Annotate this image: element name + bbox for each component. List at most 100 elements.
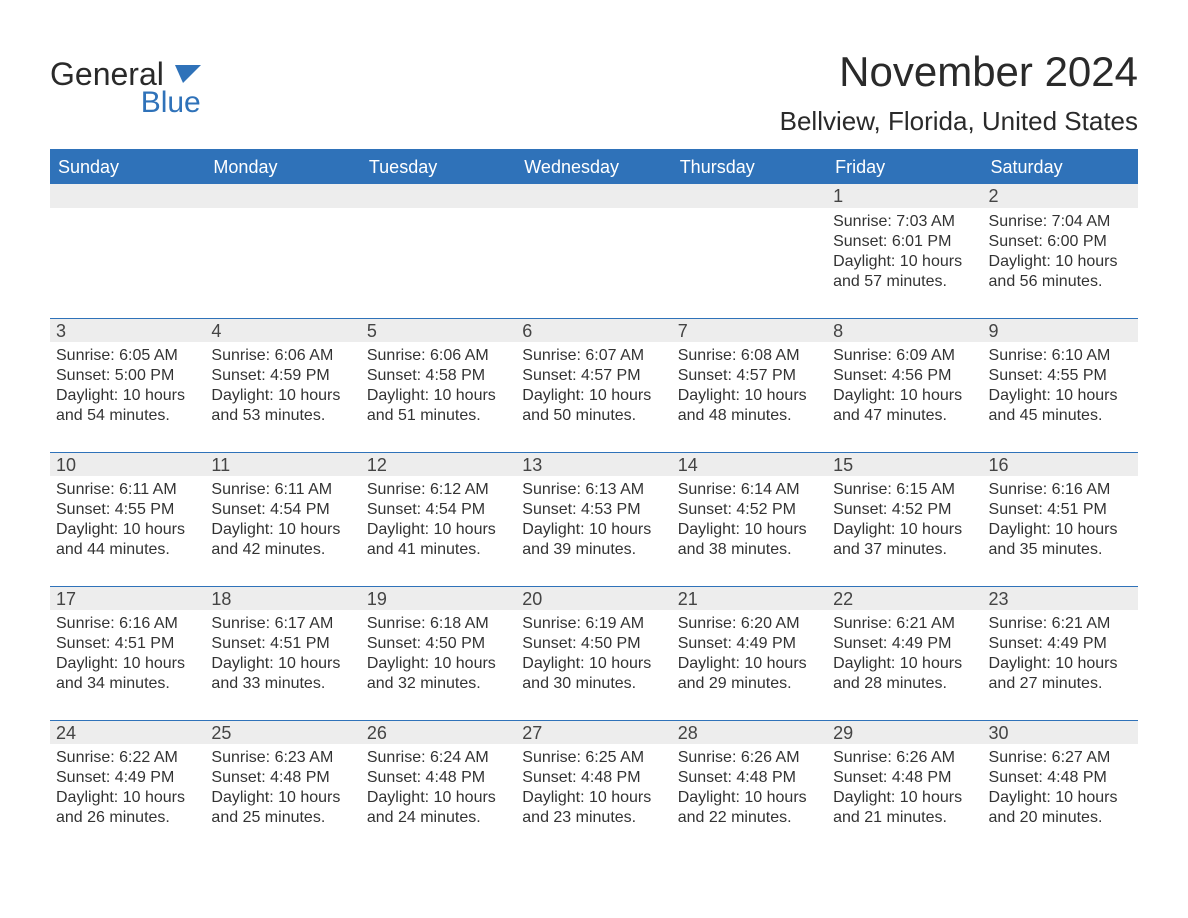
sunset-text: Sunset: 4:57 PM — [678, 366, 821, 386]
sunrise-text: Sunrise: 6:12 AM — [367, 480, 510, 500]
flag-icon — [175, 65, 201, 85]
daylight-text: Daylight: 10 hours and 30 minutes. — [522, 654, 665, 694]
day-number — [205, 184, 360, 208]
weekday-header: Monday — [205, 150, 360, 184]
calendar-cell: 17Sunrise: 6:16 AMSunset: 4:51 PMDayligh… — [50, 586, 205, 720]
daylight-text: Daylight: 10 hours and 24 minutes. — [367, 788, 510, 828]
sunrise-text: Sunrise: 6:23 AM — [211, 748, 354, 768]
calendar-cell: 18Sunrise: 6:17 AMSunset: 4:51 PMDayligh… — [205, 586, 360, 720]
day-number — [50, 184, 205, 208]
day-body — [672, 208, 827, 218]
sunset-text: Sunset: 4:56 PM — [833, 366, 976, 386]
sunrise-text: Sunrise: 6:22 AM — [56, 748, 199, 768]
sunrise-text: Sunrise: 6:06 AM — [367, 346, 510, 366]
sunrise-text: Sunrise: 7:03 AM — [833, 212, 976, 232]
calendar-cell: 10Sunrise: 6:11 AMSunset: 4:55 PMDayligh… — [50, 452, 205, 586]
day-body — [205, 208, 360, 218]
sunrise-text: Sunrise: 6:26 AM — [833, 748, 976, 768]
day-number: 21 — [672, 586, 827, 610]
calendar-cell: 3 Sunrise: 6:05 AMSunset: 5:00 PMDaylight… — [50, 318, 205, 452]
daylight-text: Daylight: 10 hours and 51 minutes. — [367, 386, 510, 426]
calendar-cell: 22Sunrise: 6:21 AMSunset: 4:49 PMDayligh… — [827, 586, 982, 720]
day-number: 1 — [827, 184, 982, 208]
day-body: Sunrise: 6:19 AMSunset: 4:50 PMDaylight:… — [516, 610, 671, 700]
day-number: 11 — [205, 452, 360, 476]
day-number: 3 — [50, 318, 205, 342]
day-number: 14 — [672, 452, 827, 476]
sunset-text: Sunset: 4:48 PM — [989, 768, 1132, 788]
logo: General Blue — [50, 48, 201, 118]
calendar-cell: 30Sunrise: 6:27 AMSunset: 4:48 PMDayligh… — [983, 720, 1138, 854]
sunrise-text: Sunrise: 6:08 AM — [678, 346, 821, 366]
weekday-header: Tuesday — [361, 150, 516, 184]
day-body: Sunrise: 7:03 AMSunset: 6:01 PMDaylight:… — [827, 208, 982, 298]
sunset-text: Sunset: 4:51 PM — [989, 500, 1132, 520]
sunrise-text: Sunrise: 6:16 AM — [989, 480, 1132, 500]
sunset-text: Sunset: 4:53 PM — [522, 500, 665, 520]
sunset-text: Sunset: 4:55 PM — [989, 366, 1132, 386]
day-number: 20 — [516, 586, 671, 610]
sunset-text: Sunset: 4:52 PM — [833, 500, 976, 520]
calendar-cell: 20Sunrise: 6:19 AMSunset: 4:50 PMDayligh… — [516, 586, 671, 720]
calendar-cell-empty — [361, 184, 516, 318]
day-body: Sunrise: 6:14 AMSunset: 4:52 PMDaylight:… — [672, 476, 827, 566]
sunrise-text: Sunrise: 6:18 AM — [367, 614, 510, 634]
day-body: Sunrise: 6:18 AMSunset: 4:50 PMDaylight:… — [361, 610, 516, 700]
sunset-text: Sunset: 4:50 PM — [522, 634, 665, 654]
day-body: Sunrise: 6:11 AMSunset: 4:54 PMDaylight:… — [205, 476, 360, 566]
calendar-cell: 24Sunrise: 6:22 AMSunset: 4:49 PMDayligh… — [50, 720, 205, 854]
day-number — [672, 184, 827, 208]
day-number: 30 — [983, 720, 1138, 744]
sunrise-text: Sunrise: 6:09 AM — [833, 346, 976, 366]
titles: November 2024 Bellview, Florida, United … — [780, 48, 1138, 137]
sunset-text: Sunset: 5:00 PM — [56, 366, 199, 386]
day-number: 29 — [827, 720, 982, 744]
sunset-text: Sunset: 4:54 PM — [367, 500, 510, 520]
sunrise-text: Sunrise: 6:13 AM — [522, 480, 665, 500]
day-number: 8 — [827, 318, 982, 342]
day-number: 17 — [50, 586, 205, 610]
calendar-cell: 6Sunrise: 6:07 AMSunset: 4:57 PMDaylight… — [516, 318, 671, 452]
daylight-text: Daylight: 10 hours and 33 minutes. — [211, 654, 354, 694]
daylight-text: Daylight: 10 hours and 38 minutes. — [678, 520, 821, 560]
calendar-cell: 7Sunrise: 6:08 AMSunset: 4:57 PMDaylight… — [672, 318, 827, 452]
page-title: November 2024 — [780, 48, 1138, 96]
day-number: 15 — [827, 452, 982, 476]
weekday-header: Friday — [827, 150, 982, 184]
calendar-cell-empty — [672, 184, 827, 318]
day-body: Sunrise: 6:17 AMSunset: 4:51 PMDaylight:… — [205, 610, 360, 700]
logo-text: General Blue — [50, 58, 201, 118]
sunset-text: Sunset: 4:50 PM — [367, 634, 510, 654]
calendar-cell: 5Sunrise: 6:06 AMSunset: 4:58 PMDaylight… — [361, 318, 516, 452]
calendar-cell: 21 Sunrise: 6:20 AMSunset: 4:49 PMDayligh… — [672, 586, 827, 720]
sunset-text: Sunset: 4:49 PM — [678, 634, 821, 654]
sunrise-text: Sunrise: 6:07 AM — [522, 346, 665, 366]
calendar-cell: 19Sunrise: 6:18 AMSunset: 4:50 PMDayligh… — [361, 586, 516, 720]
day-number: 16 — [983, 452, 1138, 476]
daylight-text: Daylight: 10 hours and 53 minutes. — [211, 386, 354, 426]
weekday-header: Saturday — [983, 150, 1138, 184]
day-body: Sunrise: 6:06 AMSunset: 4:59 PMDaylight:… — [205, 342, 360, 432]
daylight-text: Daylight: 10 hours and 45 minutes. — [989, 386, 1132, 426]
sunset-text: Sunset: 4:49 PM — [56, 768, 199, 788]
sunset-text: Sunset: 4:48 PM — [678, 768, 821, 788]
day-body: Sunrise: 6:21 AMSunset: 4:49 PMDaylight:… — [983, 610, 1138, 700]
sunrise-text: Sunrise: 6:14 AM — [678, 480, 821, 500]
sunset-text: Sunset: 6:01 PM — [833, 232, 976, 252]
calendar-cell: 15Sunrise: 6:15 AMSunset: 4:52 PMDayligh… — [827, 452, 982, 586]
day-body: Sunrise: 6:24 AMSunset: 4:48 PMDaylight:… — [361, 744, 516, 834]
day-number: 26 — [361, 720, 516, 744]
calendar-cell: 29 Sunrise: 6:26 AMSunset: 4:48 PMDayligh… — [827, 720, 982, 854]
daylight-text: Daylight: 10 hours and 54 minutes. — [56, 386, 199, 426]
calendar-week: 24Sunrise: 6:22 AMSunset: 4:49 PMDayligh… — [50, 720, 1138, 854]
weekday-header: Sunday — [50, 150, 205, 184]
daylight-text: Daylight: 10 hours and 21 minutes. — [833, 788, 976, 828]
sunrise-text: Sunrise: 6:05 AM — [56, 346, 199, 366]
sunset-text: Sunset: 6:00 PM — [989, 232, 1132, 252]
day-number: 12 — [361, 452, 516, 476]
sunset-text: Sunset: 4:48 PM — [833, 768, 976, 788]
daylight-text: Daylight: 10 hours and 29 minutes. — [678, 654, 821, 694]
daylight-text: Daylight: 10 hours and 35 minutes. — [989, 520, 1132, 560]
daylight-text: Daylight: 10 hours and 32 minutes. — [367, 654, 510, 694]
sunrise-text: Sunrise: 6:20 AM — [678, 614, 821, 634]
